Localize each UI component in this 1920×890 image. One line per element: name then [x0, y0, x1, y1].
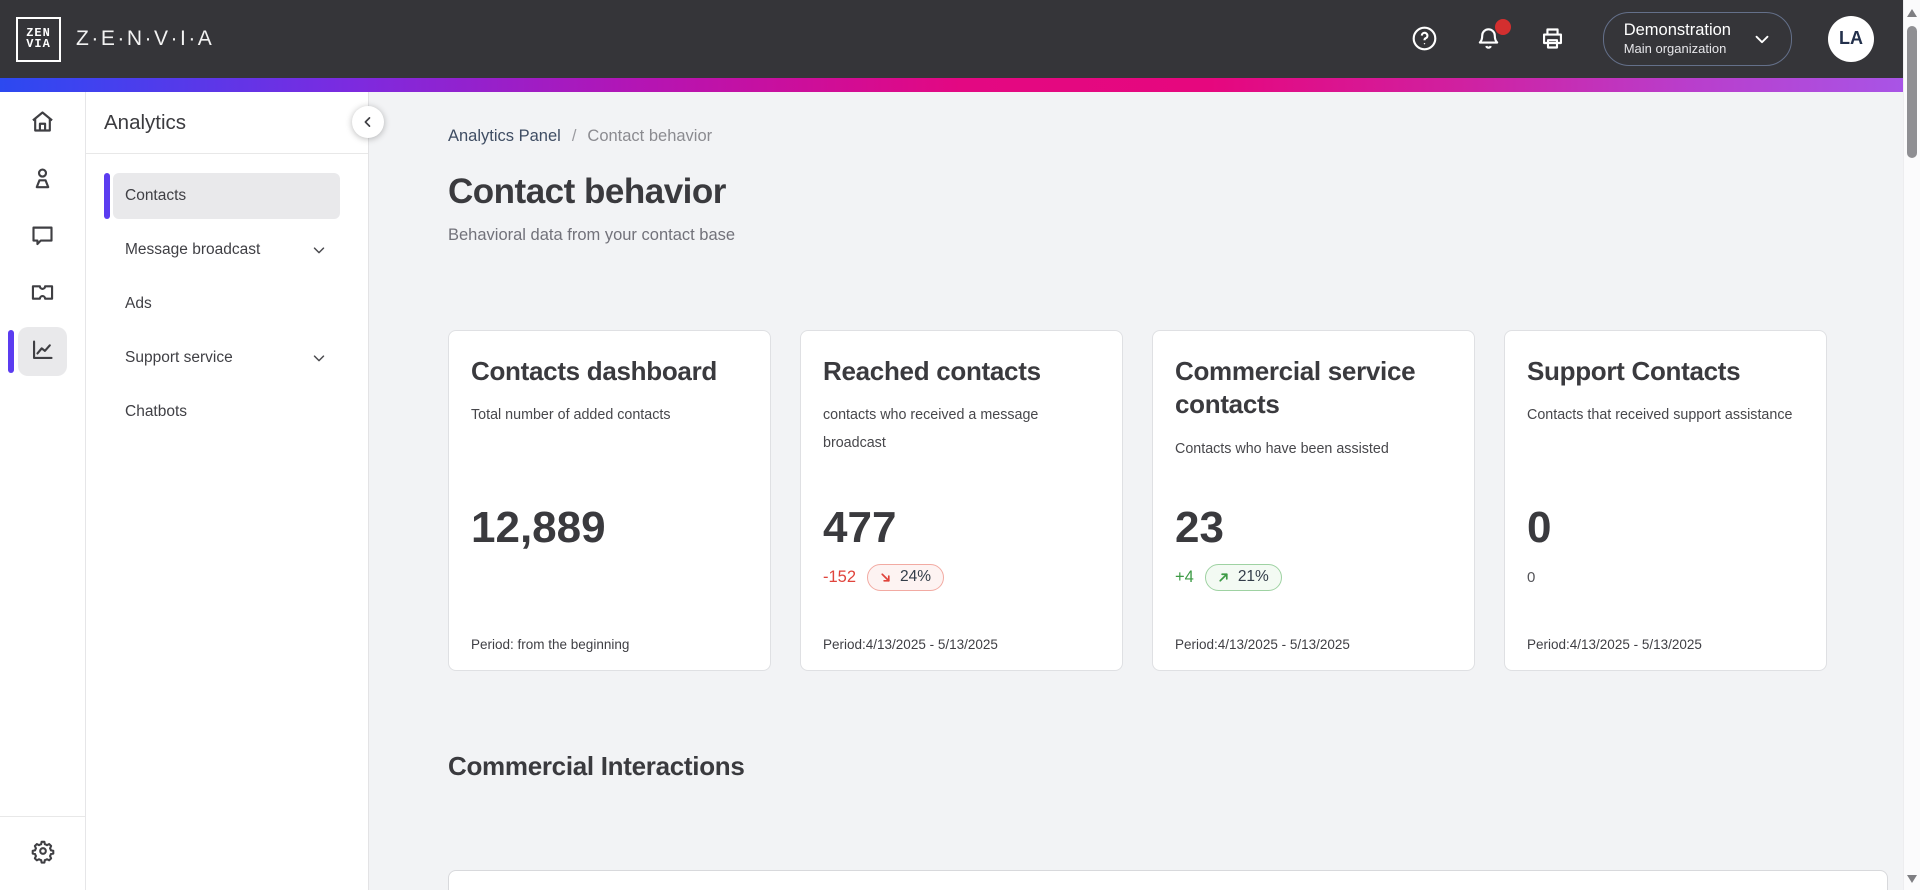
card-period: Period:4/13/2025 - 5/13/2025 [823, 637, 998, 652]
line-chart-icon [29, 336, 56, 368]
arrow-up-right-icon [1216, 570, 1231, 585]
zenvia-wordmark: Z·E·N·V·I·A [76, 27, 215, 50]
sidebar-collapse-button[interactable] [352, 106, 384, 138]
breadcrumb-current: Contact behavior [587, 127, 713, 145]
top-bar: ZEN VIA Z·E·N·V·I·A [0, 0, 1920, 78]
rail-item-contacts[interactable] [18, 156, 67, 205]
sidebar-item-contacts[interactable]: Contacts [104, 173, 340, 219]
analytics-sidebar: Analytics Contacts Message broadcast Ads… [86, 92, 384, 890]
breadcrumb: Analytics Panel / Contact behavior [448, 127, 1920, 146]
sidebar-item-label: Contacts [125, 187, 187, 204]
card-title: Reached contacts [823, 356, 1041, 386]
rail-item-tickets[interactable] [18, 270, 67, 319]
card-reached-contacts: Reached contacts contacts who received a… [800, 330, 1123, 671]
sidebar-item-ads[interactable]: Ads [113, 281, 340, 327]
card-description: contacts who received a message broadcas… [823, 407, 1039, 452]
chevron-down-icon [1751, 28, 1773, 50]
scrollbar-up-arrow[interactable] [1907, 9, 1917, 17]
card-value: 477 [823, 503, 897, 552]
trend-badge-up: 21% [1204, 564, 1282, 591]
chevron-down-icon [310, 241, 328, 259]
rail-item-home[interactable] [18, 99, 67, 148]
sidebar-item-label: Chatbots [125, 403, 188, 420]
person-icon [29, 165, 56, 197]
card-delta: -152 [823, 568, 857, 586]
chevron-down-icon [310, 349, 328, 367]
card-contacts-dashboard: Contacts dashboard Total number of added… [448, 330, 771, 671]
kpi-cards-row: Contacts dashboard Total number of added… [448, 330, 1920, 671]
section-title-commercial-interactions: Commercial Interactions [448, 751, 745, 781]
sidebar-item-label: Ads [125, 295, 152, 312]
main-content: Analytics Panel / Contact behavior Conta… [369, 92, 1920, 890]
sidebar-item-message-broadcast[interactable]: Message broadcast [113, 227, 340, 273]
card-delta-pct: 21% [1237, 568, 1269, 585]
scrollbar[interactable] [1903, 0, 1920, 890]
card-title: Contacts dashboard [471, 356, 717, 386]
brand-gradient-bar [0, 78, 1920, 92]
rail-item-settings[interactable] [18, 829, 67, 878]
zenvia-logo: ZEN VIA Z·E·N·V·I·A [16, 16, 215, 62]
card-description: Contacts that received support assistanc… [1527, 407, 1793, 424]
card-period: Period:4/13/2025 - 5/13/2025 [1175, 637, 1350, 652]
card-title: Support Contacts [1527, 356, 1741, 386]
card-value: 12,889 [471, 503, 606, 552]
breadcrumb-separator: / [571, 127, 577, 145]
scrollbar-thumb[interactable] [1907, 26, 1917, 158]
zenvia-logo-icon: ZEN VIA [16, 16, 61, 62]
commercial-interactions-card [448, 870, 1888, 890]
sidebar-menu: Contacts Message broadcast Ads Support s… [86, 154, 368, 435]
card-value: 0 [1527, 503, 1552, 552]
card-sub-value: 0 [1527, 569, 1536, 586]
card-delta: +4 [1175, 568, 1194, 586]
organization-name: Demonstration [1623, 21, 1731, 40]
chat-icon [29, 222, 56, 254]
ticket-icon [29, 279, 56, 311]
gear-icon [30, 838, 56, 869]
home-icon [29, 108, 56, 140]
avatar[interactable]: LA [1828, 15, 1874, 62]
card-description: Total number of added contacts [471, 407, 671, 424]
icon-rail [0, 92, 86, 890]
organization-subname: Main organization [1623, 40, 1727, 56]
organization-switcher[interactable]: Demonstration Main organization [1602, 12, 1792, 66]
card-commercial-service-contacts: Commercial service contacts Contacts who… [1152, 330, 1475, 671]
card-period: Period:4/13/2025 - 5/13/2025 [1527, 637, 1702, 652]
sidebar-item-support-service[interactable]: Support service [113, 335, 340, 381]
sidebar-title: Analytics [104, 110, 187, 134]
card-description: Contacts who have been assisted [1175, 440, 1389, 457]
notification-dot [1494, 18, 1511, 35]
card-title: Commercial service contacts [1175, 356, 1416, 420]
sidebar-divider [86, 153, 368, 154]
page-title: Contact behavior [448, 172, 726, 211]
arrow-down-right-icon [878, 570, 893, 585]
trend-badge-down: 24% [867, 564, 945, 591]
sidebar-item-label: Message broadcast [125, 241, 261, 258]
card-support-contacts: Support Contacts Contacts that received … [1504, 330, 1827, 671]
help-icon[interactable] [1411, 25, 1439, 53]
rail-item-analytics[interactable] [8, 327, 67, 376]
bell-icon[interactable] [1475, 18, 1511, 53]
card-value: 23 [1175, 503, 1224, 552]
card-period: Period: from the beginning [471, 637, 630, 652]
rail-item-conversations[interactable] [18, 213, 67, 262]
logo-glyph-bottom: VIA [26, 37, 51, 51]
sidebar-item-label: Support service [125, 349, 233, 366]
rail-footer [0, 816, 85, 890]
scrollbar-down-arrow[interactable] [1906, 875, 1917, 883]
breadcrumb-analytics-panel[interactable]: Analytics Panel [448, 127, 561, 145]
card-delta-pct: 24% [900, 568, 932, 585]
page-subtitle: Behavioral data from your contact base [448, 226, 736, 244]
sidebar-item-chatbots[interactable]: Chatbots [113, 389, 340, 435]
printer-icon[interactable] [1539, 25, 1567, 53]
logo-glyph-top: ZEN [26, 25, 51, 40]
